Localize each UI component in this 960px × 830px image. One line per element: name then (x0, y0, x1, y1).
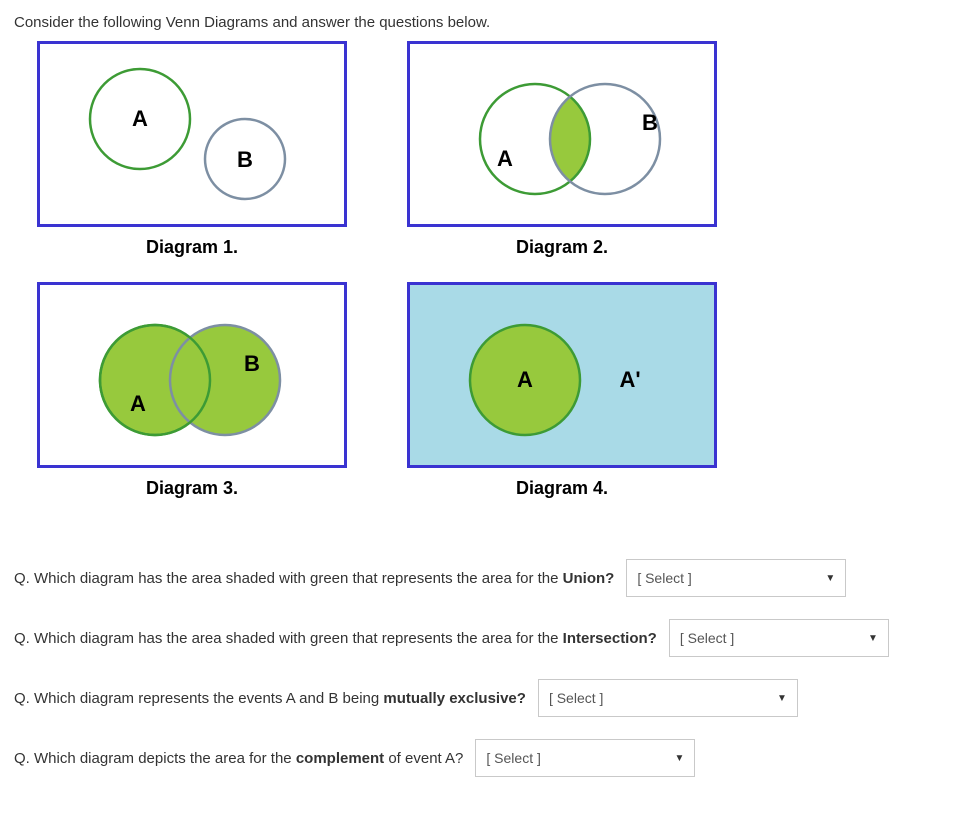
intro-text: Consider the following Venn Diagrams and… (14, 14, 946, 31)
q2-select-placeholder: [ Select ] (680, 630, 734, 646)
diagram-2-caption: Diagram 2. (392, 237, 732, 258)
diagram-2-box: A B (407, 41, 717, 227)
diagram-4: A A' Diagram 4. (392, 282, 732, 499)
q4-bold: complement (296, 750, 384, 767)
d3-label-a: A (130, 391, 146, 416)
diagram-1-svg: A B (40, 44, 344, 224)
q1-select-placeholder: [ Select ] (637, 570, 691, 586)
chevron-down-icon: ▼ (777, 693, 787, 704)
question-1-select[interactable]: [ Select ] ▼ (626, 559, 846, 597)
question-4-row: Q. Which diagram depicts the area for th… (14, 739, 946, 777)
q3-select-placeholder: [ Select ] (549, 690, 603, 706)
diagram-3-svg: A B (40, 285, 344, 465)
diagram-3-box: A B (37, 282, 347, 468)
question-2-select[interactable]: [ Select ] ▼ (669, 619, 889, 657)
diagram-1: A B Diagram 1. (22, 41, 362, 258)
q1-prefix: Q. Which diagram has the area shaded wit… (14, 570, 563, 587)
diagram-4-svg: A A' (410, 285, 714, 465)
diagram-grid: A B Diagram 1. A B Diagram 2. (22, 41, 946, 499)
chevron-down-icon: ▼ (868, 633, 878, 644)
q3-bold: mutually exclusive? (383, 690, 526, 707)
question-3-select[interactable]: [ Select ] ▼ (538, 679, 798, 717)
question-4-text: Q. Which diagram depicts the area for th… (14, 750, 463, 767)
diagram-4-caption: Diagram 4. (392, 478, 732, 499)
diagram-4-box: A A' (407, 282, 717, 468)
d4-label-a-prime: A' (619, 367, 640, 392)
chevron-down-icon: ▼ (825, 573, 835, 584)
d2-label-b: B (642, 110, 658, 135)
diagram-1-box: A B (37, 41, 347, 227)
question-3-row: Q. Which diagram represents the events A… (14, 679, 946, 717)
diagram-1-caption: Diagram 1. (22, 237, 362, 258)
d3-circle-b (170, 325, 280, 435)
question-3-text: Q. Which diagram represents the events A… (14, 690, 526, 707)
q4-prefix: Q. Which diagram depicts the area for th… (14, 750, 296, 767)
d2-label-a: A (497, 146, 513, 171)
diagram-3-caption: Diagram 3. (22, 478, 362, 499)
d3-label-b: B (244, 351, 260, 376)
diagram-3: A B Diagram 3. (22, 282, 362, 499)
d1-label-a: A (132, 106, 148, 131)
question-1-row: Q. Which diagram has the area shaded wit… (14, 559, 946, 597)
diagram-2-svg: A B (410, 44, 714, 224)
q1-bold: Union? (563, 570, 615, 587)
diagram-2: A B Diagram 2. (392, 41, 732, 258)
q4-select-placeholder: [ Select ] (486, 750, 540, 766)
q3-prefix: Q. Which diagram represents the events A… (14, 690, 383, 707)
question-2-text: Q. Which diagram has the area shaded wit… (14, 630, 657, 647)
question-1-text: Q. Which diagram has the area shaded wit… (14, 570, 614, 587)
q2-prefix: Q. Which diagram has the area shaded wit… (14, 630, 563, 647)
question-2-row: Q. Which diagram has the area shaded wit… (14, 619, 946, 657)
d4-label-a: A (517, 367, 533, 392)
chevron-down-icon: ▼ (675, 753, 685, 764)
d1-label-b: B (237, 147, 253, 172)
q4-suffix: of event A? (384, 750, 463, 767)
q2-bold: Intersection? (563, 630, 657, 647)
question-4-select[interactable]: [ Select ] ▼ (475, 739, 695, 777)
